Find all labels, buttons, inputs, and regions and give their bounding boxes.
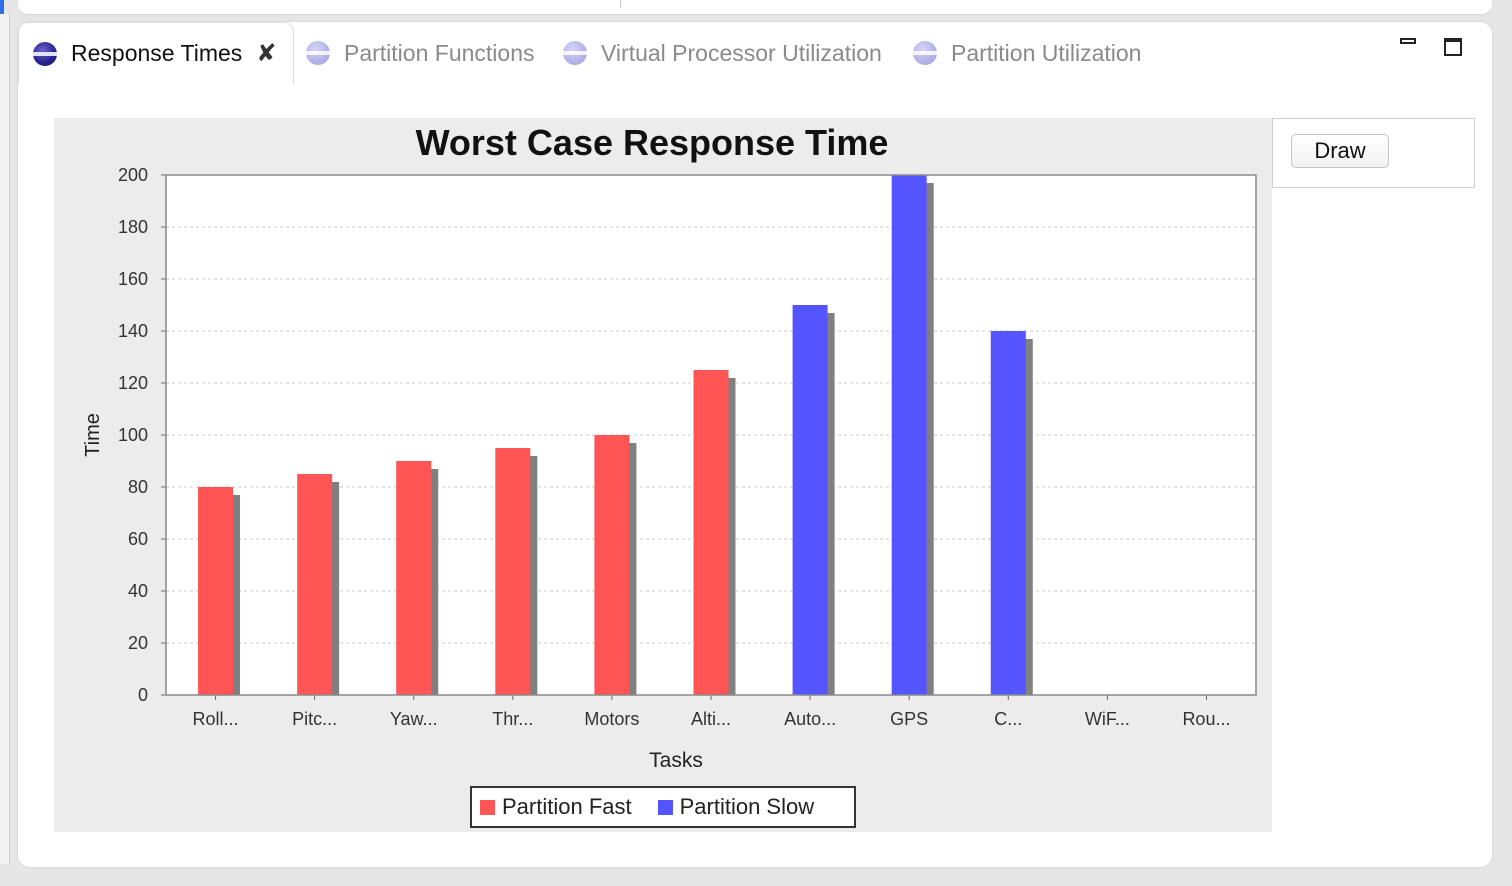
x-tick-label: Roll... bbox=[193, 709, 239, 729]
close-icon[interactable]: ✘ bbox=[256, 39, 277, 67]
x-tick-label: Motors bbox=[584, 709, 639, 729]
y-tick-label: 160 bbox=[118, 269, 148, 289]
bar-partition-slow bbox=[891, 175, 927, 695]
tab-label: Response Times bbox=[71, 40, 243, 66]
y-tick-label: 180 bbox=[118, 217, 148, 237]
x-tick-label: Rou... bbox=[1182, 709, 1230, 729]
bar-partition-fast bbox=[693, 370, 729, 695]
x-tick-label: Pitc... bbox=[292, 709, 337, 729]
x-tick-label: Alti... bbox=[691, 709, 731, 729]
maximize-button[interactable] bbox=[1442, 36, 1464, 58]
tab-partition-functions[interactable]: Partition Functions bbox=[303, 22, 535, 84]
eclipse-view-icon bbox=[30, 41, 60, 66]
view-tab-bar: Response Times ✘ Partition Functions Vir… bbox=[18, 22, 1492, 84]
x-tick-label: C... bbox=[994, 709, 1022, 729]
y-axis-title: Time bbox=[82, 413, 104, 457]
y-tick-label: 60 bbox=[128, 529, 148, 549]
tab-partition-utilization[interactable]: Partition Utilization bbox=[910, 22, 1142, 84]
minimize-button[interactable] bbox=[1398, 36, 1420, 58]
x-tick-label: Thr... bbox=[492, 709, 533, 729]
y-tick-label: 0 bbox=[138, 685, 148, 705]
legend-swatch-fast bbox=[480, 799, 495, 815]
x-tick-label: Auto... bbox=[784, 709, 836, 729]
draw-button[interactable]: Draw bbox=[1291, 134, 1389, 168]
tab-label: Partition Utilization bbox=[951, 39, 1142, 66]
chart-legend: Partition Fast Partition Slow bbox=[470, 786, 856, 828]
chart-title: Worst Case Response Time bbox=[415, 122, 889, 163]
chart-view-panel: Response Times ✘ Partition Functions Vir… bbox=[18, 22, 1492, 867]
eclipse-view-icon bbox=[303, 41, 333, 65]
chart-controls-panel: Draw bbox=[1272, 118, 1475, 188]
legend-label-slow: Partition Slow bbox=[679, 794, 815, 819]
bar-partition-fast bbox=[594, 435, 630, 695]
window-edge-accent bbox=[0, 0, 4, 14]
upper-panel-edge bbox=[18, 0, 1492, 14]
x-tick-label: GPS bbox=[890, 709, 928, 729]
eclipse-view-icon bbox=[910, 41, 940, 65]
minimize-icon bbox=[1400, 38, 1416, 44]
maximize-icon bbox=[1444, 38, 1462, 56]
y-tick-label: 200 bbox=[118, 165, 148, 185]
y-tick-label: 100 bbox=[118, 425, 148, 445]
y-tick-label: 140 bbox=[118, 321, 148, 341]
bar-partition-slow bbox=[792, 305, 828, 695]
bar-chart: 0 20 40 60 80 100 120 140 160 180 200 Roll... Pitc..… bbox=[82, 165, 1257, 772]
x-tick-label: WiF... bbox=[1085, 709, 1130, 729]
y-tick-label: 40 bbox=[128, 581, 148, 601]
chart-area: Worst Case Response Time 0 20 40 60 80 100 120… bbox=[54, 118, 1272, 832]
plot-border bbox=[165, 174, 1257, 696]
y-tick-label: 80 bbox=[128, 477, 148, 497]
y-tick-label: 20 bbox=[128, 633, 148, 653]
bar-partition-fast bbox=[297, 474, 333, 695]
bar-partition-fast bbox=[396, 461, 432, 695]
tab-label: Virtual Processor Utilization bbox=[601, 39, 882, 66]
eclipse-view-icon bbox=[560, 41, 590, 65]
left-side-rail bbox=[0, 14, 10, 864]
bar-partition-fast bbox=[495, 448, 531, 695]
x-tick-label: Yaw... bbox=[390, 709, 438, 729]
bar-partition-slow bbox=[990, 331, 1026, 695]
tab-label: Partition Functions bbox=[344, 39, 535, 66]
tab-response-times[interactable]: Response Times ✘ bbox=[18, 22, 294, 84]
tab-virtual-processor-utilization[interactable]: Virtual Processor Utilization bbox=[560, 22, 882, 84]
bar-partition-fast bbox=[198, 487, 234, 695]
x-axis-title: Tasks bbox=[649, 749, 703, 772]
legend-swatch-slow bbox=[657, 799, 673, 815]
y-tick-label: 120 bbox=[118, 373, 148, 393]
legend-label-fast: Partition Fast bbox=[502, 794, 632, 819]
